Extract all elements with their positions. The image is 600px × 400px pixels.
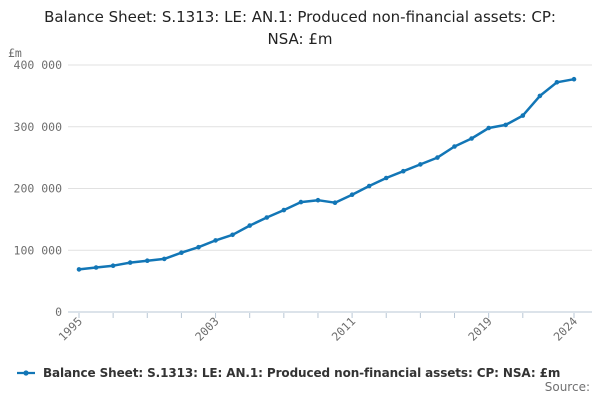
data-point[interactable] <box>554 80 560 85</box>
data-point[interactable] <box>230 232 235 238</box>
x-axis-tick-label: 2003 <box>192 314 222 344</box>
data-point[interactable] <box>213 238 218 243</box>
chart-title: Balance Sheet: S.1313: LE: AN.1: Produce… <box>44 8 556 48</box>
x-axis-tick-label: 2011 <box>329 314 359 344</box>
data-point[interactable] <box>281 207 287 213</box>
data-point[interactable] <box>452 144 457 149</box>
data-point[interactable] <box>469 136 474 141</box>
x-axis-tick-label: 2019 <box>465 314 495 344</box>
data-point[interactable] <box>571 76 577 82</box>
data-point[interactable] <box>537 93 543 99</box>
data-point[interactable] <box>401 168 406 174</box>
y-axis-unit-label: £m <box>8 46 22 60</box>
data-point[interactable] <box>196 244 201 250</box>
legend-item[interactable]: Balance Sheet: S.1313: LE: AN.1: Produce… <box>16 366 596 380</box>
data-point[interactable] <box>264 215 270 220</box>
data-point[interactable] <box>315 197 321 203</box>
y-axis-tick-label: 400 000 <box>14 58 63 72</box>
y-axis-tick-label: 100 000 <box>14 243 63 257</box>
data-point[interactable] <box>127 260 133 265</box>
data-point[interactable] <box>366 183 372 189</box>
data-point[interactable] <box>418 162 423 167</box>
data-point[interactable] <box>503 122 509 128</box>
source-note: Source: <box>544 380 590 394</box>
y-axis-tick-label: 0 <box>55 305 62 319</box>
data-point[interactable] <box>93 265 99 270</box>
data-point[interactable] <box>179 250 184 255</box>
series-line[interactable] <box>77 77 576 271</box>
data-point[interactable] <box>349 192 355 197</box>
data-point[interactable] <box>76 267 82 272</box>
x-axis-tick-label: 2024 <box>551 314 581 344</box>
y-axis-tick-label: 200 000 <box>14 182 63 196</box>
data-point[interactable] <box>298 199 304 205</box>
data-point[interactable] <box>247 223 252 228</box>
data-point[interactable] <box>486 125 492 131</box>
legend-label: Balance Sheet: S.1313: LE: AN.1: Produce… <box>43 366 561 380</box>
y-axis-tick-label: 300 000 <box>14 120 63 134</box>
data-point[interactable] <box>162 256 167 262</box>
line-dot-marker-icon <box>17 370 35 376</box>
data-point[interactable] <box>520 113 526 118</box>
data-point[interactable] <box>110 263 116 269</box>
data-point[interactable] <box>435 155 440 160</box>
data-point[interactable] <box>383 175 389 181</box>
data-point[interactable] <box>332 200 338 205</box>
data-point[interactable] <box>145 258 150 264</box>
